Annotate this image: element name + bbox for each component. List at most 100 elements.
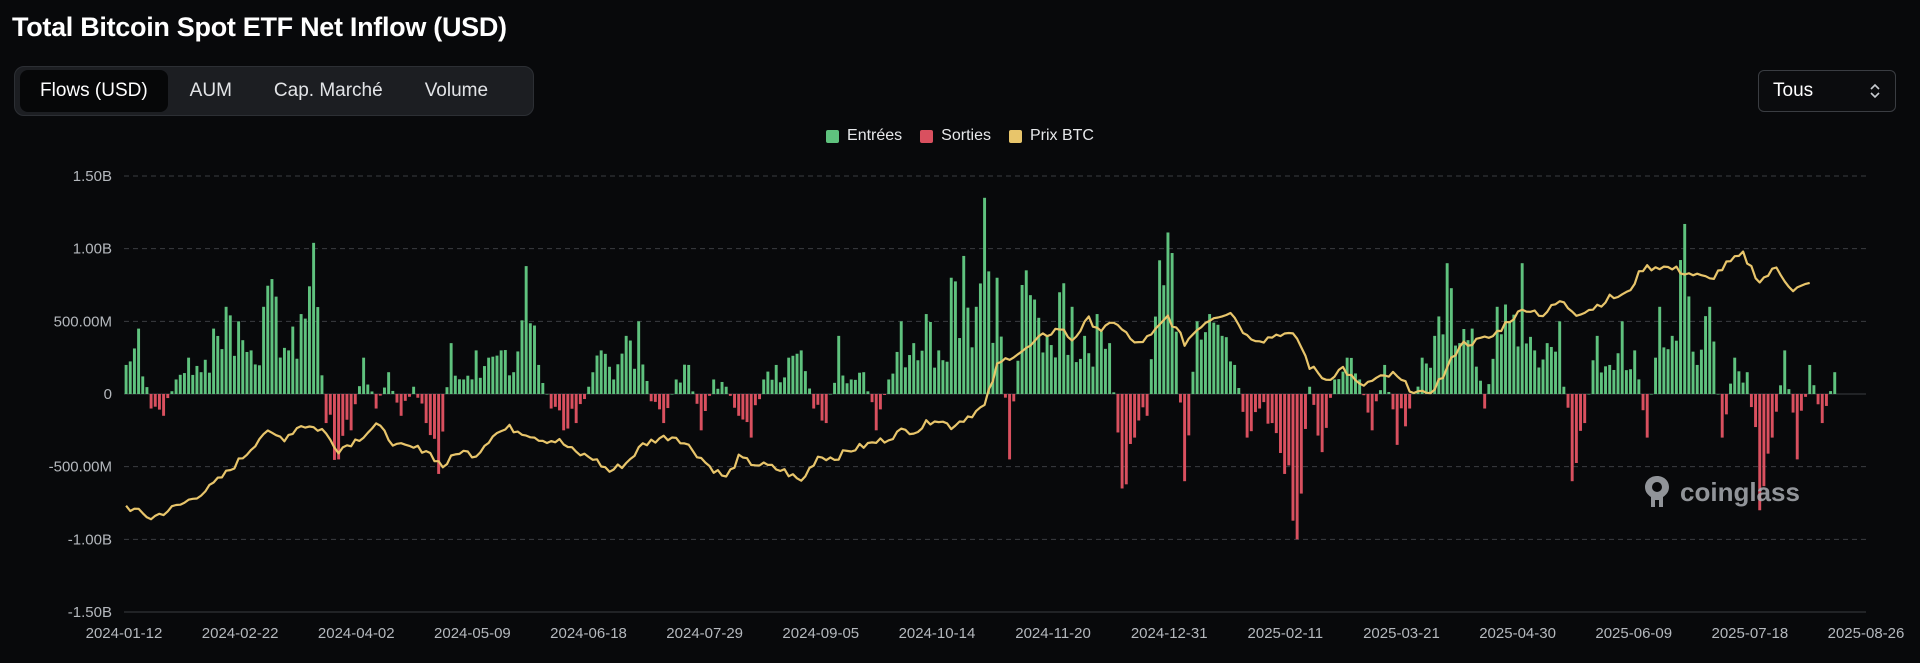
inflow-bar [1524,343,1528,394]
outflow-bar [549,394,553,409]
x-tick-label: 2024-10-14 [899,625,976,642]
inflow-bar [541,383,545,394]
inflow-bar [1470,328,1474,394]
outflow-bar [1570,394,1574,482]
inflow-bar [1674,340,1678,394]
tab-volume[interactable]: Volume [424,80,489,101]
inflow-bar [691,391,695,394]
inflow-bar [1679,260,1683,394]
outflow-bar [1804,394,1808,397]
inflow-bar [1479,380,1482,394]
outflow-bar [1362,394,1366,396]
inflow-bar [274,296,278,394]
inflow-bar [641,364,645,394]
inflow-bar [1153,316,1157,394]
inflow-bar [1333,379,1337,394]
inflow-bar [320,375,324,394]
inflow-bar [1812,385,1816,394]
outflow-bar [1645,394,1649,438]
outflow-bar [1266,394,1270,424]
inflow-bar [499,350,503,394]
legend-item-inflows[interactable]: Entrées [826,127,902,145]
x-tick-label: 2025-07-18 [1711,625,1788,642]
tab-flows[interactable]: Flows (USD) [20,70,168,112]
inflow-bar [916,360,920,394]
inflow-bar [1508,321,1512,394]
inflow-bar [1504,304,1507,394]
inflow-bar [187,357,191,394]
time-range-select[interactable]: Tous [1758,70,1896,112]
inflow-bar [762,379,766,394]
inflow-bar [1695,364,1699,394]
inflow-bar [945,361,949,394]
outflow-bar [578,394,582,405]
time-range-value: Tous [1773,80,1814,101]
inflow-bar [528,323,532,394]
outflow-bar [1133,394,1137,438]
inflow-bar [1437,316,1441,394]
tab-market-cap[interactable]: Cap. Marché [273,80,383,101]
outflow-bar [745,394,749,423]
outflow-bar [816,394,820,405]
inflow-bar [257,365,261,394]
inflow-bar [1112,392,1116,394]
outflow-bar [349,394,353,431]
inflow-bar [962,255,966,394]
inflow-bar [587,386,591,394]
inflow-bar [783,377,787,394]
outflow-bar [562,394,566,431]
outflow-bar [699,394,703,431]
inflow-bar [599,350,603,394]
outflow-bar [1116,394,1120,433]
inflow-bar [520,320,524,394]
outflow-bar [878,394,882,410]
inflow-bar [1199,339,1203,394]
outflow-bar [1574,394,1578,464]
inflow-bar [608,366,611,394]
outflow-bar [703,394,707,411]
inflow-bar [174,379,178,394]
inflow-bar [1216,324,1220,394]
inflow-bar [141,376,145,394]
outflow-bar [1316,394,1320,436]
inflow-bar [620,353,624,394]
outflow-bar [1370,394,1374,431]
inflow-bar [245,351,249,394]
inflow-bar [1049,345,1053,394]
inflow-bar [1499,334,1503,394]
tab-aum[interactable]: AUM [189,80,232,101]
inflow-bar [616,364,620,394]
inflow-bar [837,335,841,394]
y-tick-label: -1.00B [68,531,112,548]
y-tick-label: 1.00B [73,241,112,258]
inflow-bar [674,379,678,394]
inflow-bar [1037,317,1041,394]
inflow-bar [1020,285,1024,394]
outflow-bar [374,394,378,409]
inflow-bar [1545,343,1549,394]
inflow-bar [1233,364,1237,394]
inflow-bar [278,357,282,394]
inflow-bar [1558,321,1562,394]
inflow-bar [1433,335,1437,394]
inflow-bar [1162,285,1166,394]
inflow-bar [1174,331,1178,394]
outflow-bar [558,394,561,411]
inflow-bar [299,314,303,394]
inflow-bar [303,318,307,394]
inflow-bar [1420,357,1424,394]
inflow-bar [866,391,870,394]
outflow-bar [1483,394,1487,409]
inflow-bar [1466,340,1470,394]
legend-item-btc-price[interactable]: Prix BTC [1008,127,1094,145]
inflow-bar [803,371,807,394]
inflow-bar [391,390,395,394]
legend-item-outflows[interactable]: Sorties [920,127,991,145]
inflow-bar [628,340,632,394]
inflow-bar [199,372,203,394]
outflow-bar [708,394,711,396]
outflow-bar [399,394,403,416]
tab-bar: Flows (USD) AUM Cap. Marché Volume [14,66,534,116]
btc-price-line [125,250,1810,521]
outflow-bar [1395,394,1399,445]
